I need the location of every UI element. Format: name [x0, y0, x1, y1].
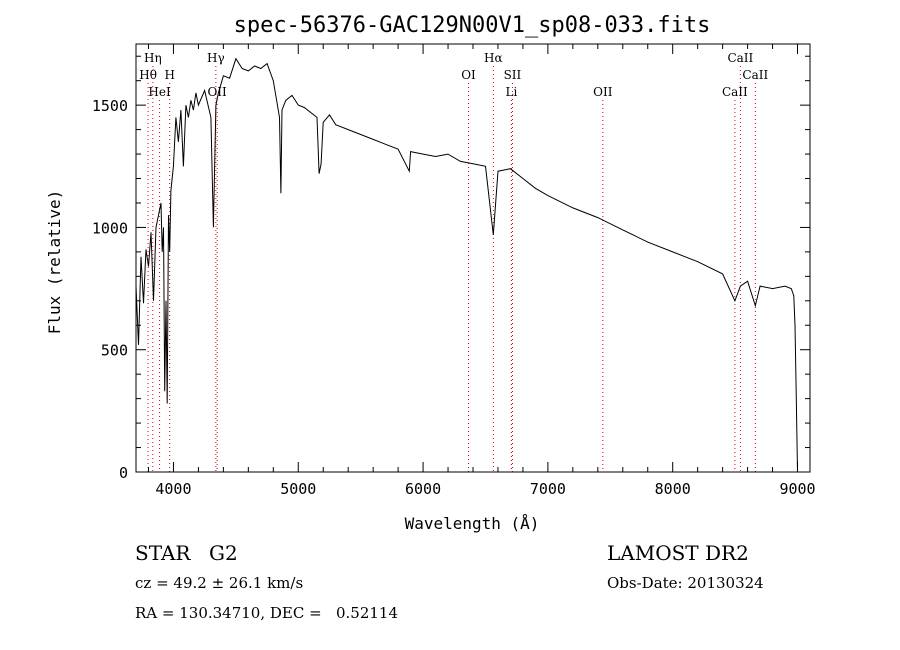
axis-ticks: 4000 5000 6000 7000 8000 9000 0 500 1000 1500	[92, 44, 816, 498]
line-marker-label: OII	[207, 85, 227, 99]
line-marker-label: CaII	[742, 68, 768, 82]
plot-frame	[135, 43, 811, 473]
line-marker-label: Hγ	[207, 51, 225, 65]
object-subclass: G2	[209, 541, 238, 565]
x-tick-label: 7000	[530, 480, 566, 498]
line-marker-label: Li	[506, 85, 518, 99]
y-tick-label: 1000	[92, 219, 128, 237]
y-tick-label: 500	[101, 342, 128, 360]
line-marker-label: SII	[504, 68, 522, 82]
x-axis-label: Wavelength (Å)	[405, 514, 540, 533]
line-marker-label: CaII	[727, 51, 753, 65]
x-tick-label: 6000	[405, 480, 441, 498]
x-tick-label: 4000	[155, 480, 191, 498]
line-marker-label: Hθ	[139, 68, 157, 82]
line-marker-label: HeI	[148, 85, 171, 99]
x-tick-label: 5000	[280, 480, 316, 498]
line-marker-label: OI	[461, 68, 476, 82]
y-tick-label: 1500	[92, 97, 128, 115]
redshift-readout: cz = 49.2 ± 26.1 km/s	[135, 574, 304, 592]
line-marker-label: OII	[593, 85, 613, 99]
sky-coordinates: RA = 130.34710, DEC = 0.52114	[135, 604, 399, 622]
y-tick-label: 0	[119, 464, 128, 482]
object-class: STAR	[135, 541, 191, 565]
line-marker-label: Hα	[484, 51, 503, 65]
x-tick-label: 8000	[655, 480, 691, 498]
observation-date: Obs-Date: 20130324	[607, 574, 764, 592]
line-marker-label: CaII	[722, 85, 748, 99]
line-marker-label: Hη	[144, 51, 162, 65]
x-tick-label: 9000	[779, 480, 815, 498]
chart-title: spec-56376-GAC129N00V1_sp08-033.fits	[234, 13, 711, 38]
line-marker-label: H	[164, 68, 174, 82]
y-axis-label: Flux (relative)	[45, 190, 64, 335]
spectrum-series-line	[135, 57, 798, 473]
survey-name: LAMOST DR2	[607, 541, 749, 565]
